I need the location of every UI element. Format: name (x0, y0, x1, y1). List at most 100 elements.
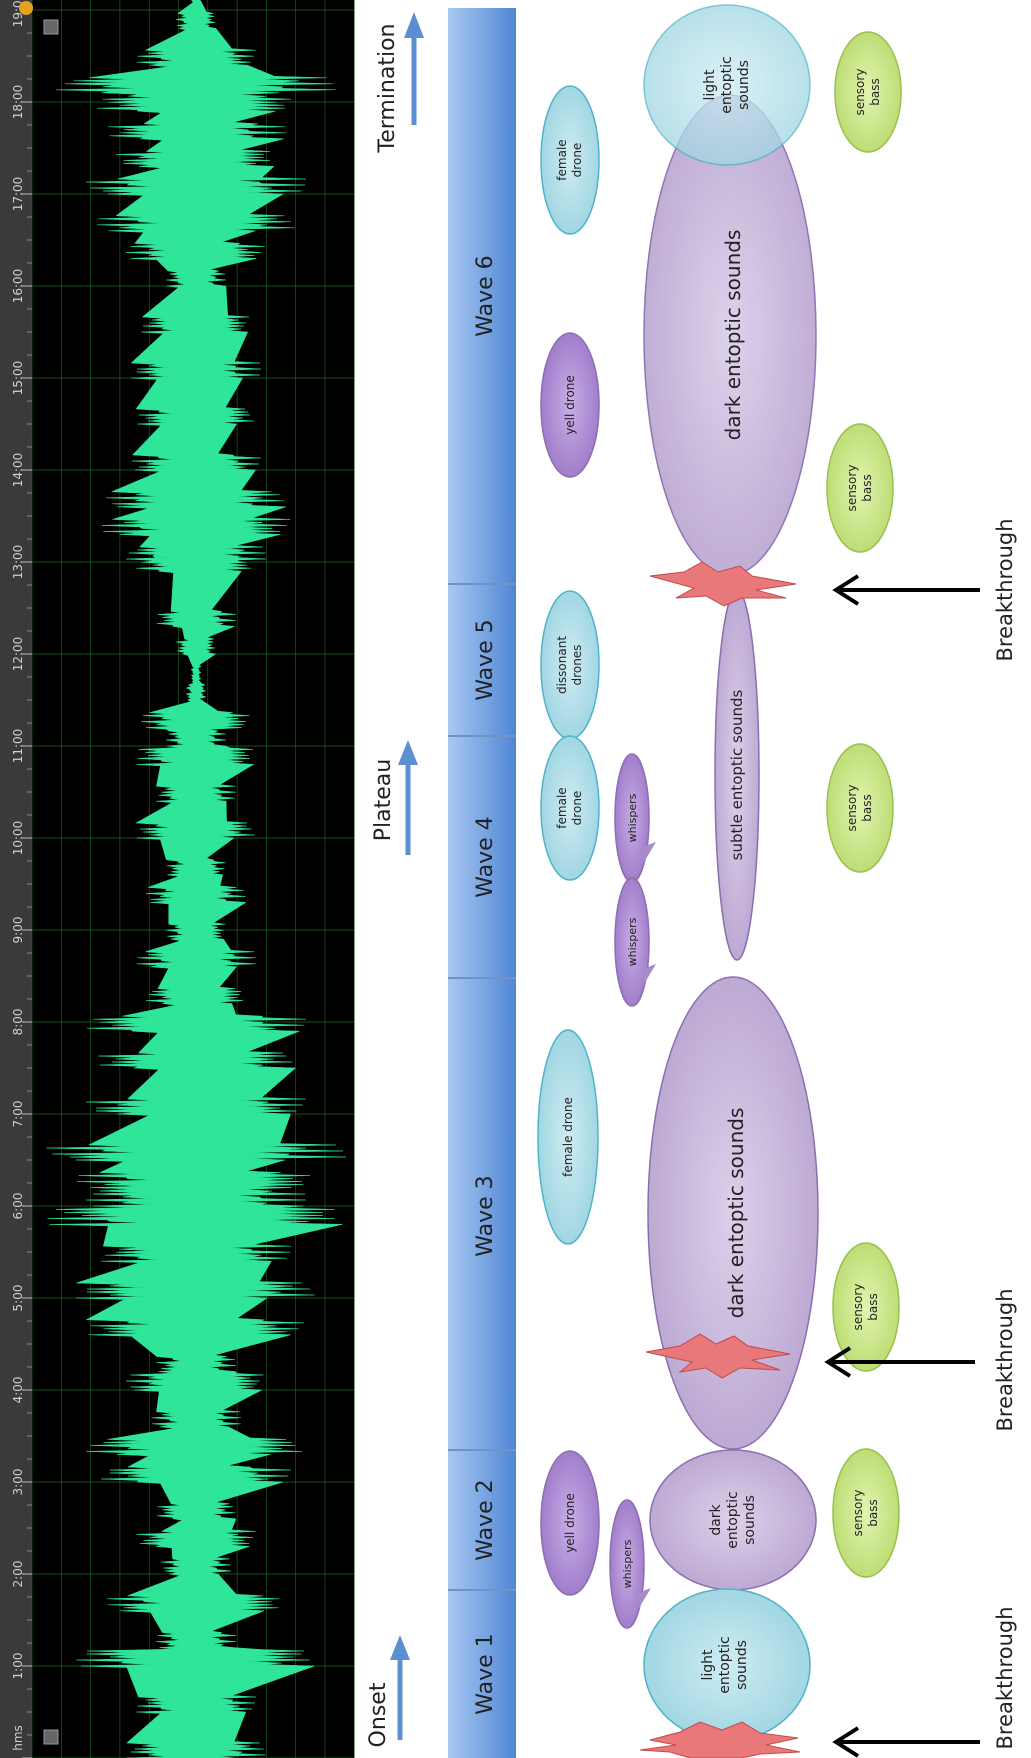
time-tick-label: 16:00 (11, 269, 25, 304)
time-tick-label: 15:00 (11, 361, 25, 396)
light-entoptic-1-line-3: sounds (734, 1640, 750, 1690)
sensory-bass-1-line-1: sensory (853, 69, 867, 116)
wave-segment-4: Wave 4 (448, 735, 516, 898)
time-tick-label: 17:00 (11, 177, 25, 212)
time-tick-label: 12:00 (11, 637, 25, 672)
wave-label-5: Wave 5 (473, 619, 498, 700)
burst-1 (639, 1721, 801, 1758)
time-tick-label: 13:00 (11, 545, 25, 580)
female-drone-3: female drone (540, 85, 600, 235)
sensory-bass-5: sensory bass (832, 1448, 900, 1578)
dark-entoptic-2-label: dark entoptic sounds (724, 1108, 748, 1319)
dissonant-drones-line-2: drones (570, 645, 584, 686)
wave-segment-3: Wave 3 (448, 977, 516, 1257)
breakthrough-label-2: Breakthrough (993, 1288, 1017, 1431)
subtle-entoptic-sounds: subtle entoptic sounds (714, 589, 760, 961)
female-drone-3-line-1: female (555, 139, 569, 180)
light-entoptic-1-line-2: entoptic (717, 1636, 733, 1694)
time-tick-label: 7:00 (11, 1101, 25, 1128)
time-tick-label: 3:00 (11, 1469, 25, 1496)
breakthrough-label-3: Breakthrough (993, 518, 1017, 661)
wave-segment-2: Wave 2 (448, 1449, 516, 1561)
time-tick-label: 18:00 (11, 85, 25, 120)
breakthrough-arrow-1: Breakthrough (832, 1606, 1017, 1758)
female-drone-3-line-2: drone (570, 143, 584, 178)
onset-arrow: Onset (366, 1635, 410, 1747)
light-entoptic-sounds-1: light entoptic sounds (643, 1588, 811, 1742)
light-entoptic-2-line-3: sounds (736, 60, 752, 110)
breakthrough-bursts (639, 561, 801, 1758)
dissonant-drones-line-1: dissonant (555, 636, 569, 694)
light-entoptic-2-line-1: light (702, 69, 718, 101)
female-drone-1-label: female drone (561, 1097, 575, 1177)
yell-drone-1: yell drone (540, 1450, 600, 1596)
whispers-3: whispers (614, 753, 656, 883)
sensory-bass-sounds: sensory bass sensory bass sensory bass s… (826, 31, 902, 1578)
wave-bar: Wave 1 Wave 2 Wave 3 Wave 4 Wave 5 Wave … (448, 8, 516, 1758)
time-tick-label: 9:00 (11, 917, 25, 944)
yell-drone-1-label: yell drone (563, 1493, 577, 1553)
scroll-handle-top[interactable] (43, 19, 59, 35)
wave-label-6: Wave 6 (473, 255, 498, 336)
sensory-bass-2-line-2: bass (860, 474, 874, 501)
phase-arrows: Onset Plateau Termination (366, 12, 424, 1747)
wave-segment-5: Wave 5 (448, 583, 516, 701)
time-tick-label: 10:00 (11, 821, 25, 856)
whispers-1-label: whispers (621, 1539, 634, 1588)
dark-entoptic-sounds-1: dark entoptic sounds (649, 1449, 817, 1591)
breakthrough-arrow-2: Breakthrough (824, 1288, 1017, 1432)
playhead-marker[interactable] (19, 1, 33, 15)
voice-sounds: female drone yell drone dissonant drones… (537, 85, 656, 1629)
termination-arrow: Termination (375, 12, 424, 154)
time-tick-label: 11:00 (11, 729, 25, 764)
burst-2 (645, 1333, 791, 1379)
sensory-bass-4-line-2: bass (866, 1293, 880, 1320)
breakthrough-label-1: Breakthrough (993, 1606, 1017, 1749)
entoptic-sounds: dark entoptic sounds light entoptic soun… (643, 4, 819, 1742)
sensory-bass-3: sensory bass (826, 743, 894, 873)
breakthrough-markers: Breakthrough Breakthrough Breakthrough (824, 518, 1017, 1758)
time-tick-label: 2:00 (11, 1561, 25, 1588)
sensory-bass-1-line-2: bass (868, 78, 882, 105)
wave-label-3: Wave 3 (473, 1175, 498, 1256)
plateau-label: Plateau (371, 759, 396, 841)
sensory-bass-4: sensory bass (832, 1242, 900, 1372)
sensory-bass-1: sensory bass (834, 31, 902, 153)
sensory-bass-2: sensory bass (826, 423, 894, 553)
wave-label-2: Wave 2 (473, 1479, 498, 1560)
whispers-2-label: whispers (626, 917, 639, 966)
wave-label-4: Wave 4 (473, 816, 498, 897)
dark-entoptic-sounds-3: dark entoptic sounds (643, 94, 817, 576)
dark-entoptic-sounds-2: dark entoptic sounds (647, 976, 819, 1450)
scroll-handle-bottom[interactable] (43, 1729, 59, 1745)
onset-label: Onset (366, 1682, 391, 1747)
termination-label: Termination (375, 23, 400, 153)
light-entoptic-2-line-2: entoptic (719, 56, 735, 114)
time-tick-label: 1:00 (11, 1653, 25, 1680)
time-tick-label: 4:00 (11, 1377, 25, 1404)
whispers-1: whispers (609, 1499, 651, 1629)
whispers-2: whispers (614, 877, 656, 1007)
time-unit-label: hms (11, 1725, 25, 1751)
sensory-bass-5-line-1: sensory (851, 1490, 865, 1537)
dark-entoptic-3-label: dark entoptic sounds (721, 230, 745, 441)
female-drone-2-line-1: female (555, 787, 569, 828)
female-drone-2: female drone (540, 735, 600, 881)
sensory-bass-4-line-1: sensory (851, 1284, 865, 1331)
time-tick-label: 5:00 (11, 1285, 25, 1312)
dark-entoptic-1-line-1: dark (708, 1503, 724, 1535)
dissonant-drones: dissonant drones (540, 590, 600, 740)
yell-drone-2: yell drone (540, 332, 600, 478)
wave-segment-1: Wave 1 (448, 1589, 516, 1715)
wave-label-1: Wave 1 (473, 1633, 498, 1714)
time-tick-label: 6:00 (11, 1193, 25, 1220)
time-tick-label: 14:00 (11, 453, 25, 488)
audio-waveform (46, 0, 347, 1758)
female-drone-2-line-2: drone (570, 791, 584, 826)
yell-drone-2-label: yell drone (563, 375, 577, 435)
subtle-entoptic-label: subtle entoptic sounds (728, 690, 746, 861)
waveform-panel: 1:00 2:00 3:00 4:00 5:00 6:00 7:00 8:00 9:00 10:0… (0, 0, 355, 1758)
whispers-3-label: whispers (626, 793, 639, 842)
burst-3 (649, 561, 797, 607)
